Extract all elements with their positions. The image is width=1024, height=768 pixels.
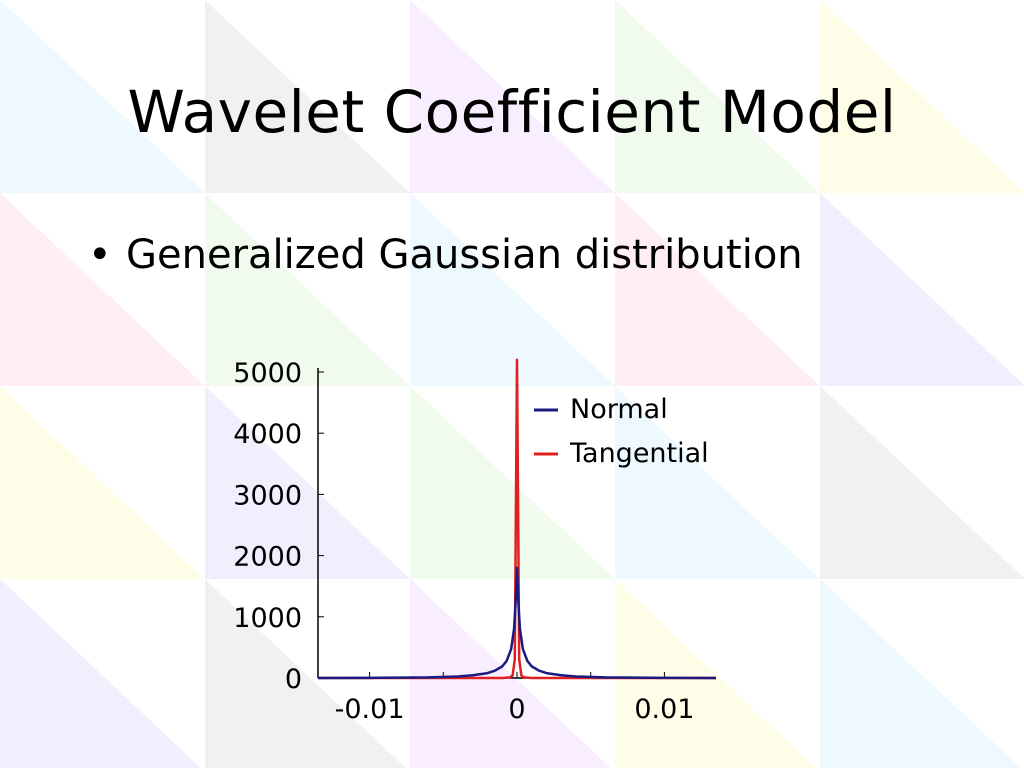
bullet-text: Generalized Gaussian distribution: [126, 232, 803, 278]
x-tick-label: 0: [508, 694, 525, 725]
background-triangle: [820, 193, 1024, 386]
background-triangle: [410, 193, 615, 386]
legend-label-tangential: Tangential: [569, 438, 709, 469]
background-triangle: [0, 579, 201, 768]
background-triangle: [0, 386, 205, 579]
background-triangle: [410, 0, 615, 193]
background-triangle: [205, 579, 406, 768]
y-tick-label: 3000: [233, 480, 302, 511]
y-tick-label: 0: [285, 664, 302, 695]
background-triangle: [615, 0, 820, 193]
background-triangle: [0, 193, 205, 386]
background-triangle: [820, 386, 1024, 579]
background-triangle: [0, 0, 205, 193]
series-line-tangential: [318, 358, 716, 680]
bullet-item: • Generalized Gaussian distribution: [88, 232, 803, 278]
background-triangle: [820, 579, 1021, 768]
background-triangle: [820, 0, 1024, 193]
y-tick-label: 5000: [233, 358, 302, 389]
x-tick-label: -0.01: [335, 694, 405, 725]
background-triangle: [410, 579, 611, 768]
slide-title: Wavelet Coefficient Model: [127, 78, 897, 146]
background-triangle: [205, 0, 410, 193]
background-triangle: [615, 193, 820, 386]
y-tick-label: 2000: [233, 542, 302, 573]
background-triangle: [205, 193, 410, 386]
background-triangle: [410, 386, 615, 579]
series-line-normal: [317, 566, 717, 680]
background-triangle: [615, 579, 816, 768]
y-tick-label: 1000: [233, 603, 302, 634]
background-triangle: [615, 386, 820, 579]
bullet-marker: •: [88, 232, 112, 278]
distribution-chart: 0 1000 2000 3000 4000 5000 -0.01 0 0.01 Normal Tan…: [233, 358, 717, 725]
x-tick-label: 0.01: [634, 694, 694, 725]
background-triangle: [205, 386, 410, 579]
legend-label-normal: Normal: [570, 394, 668, 425]
y-tick-label: 4000: [233, 419, 302, 450]
